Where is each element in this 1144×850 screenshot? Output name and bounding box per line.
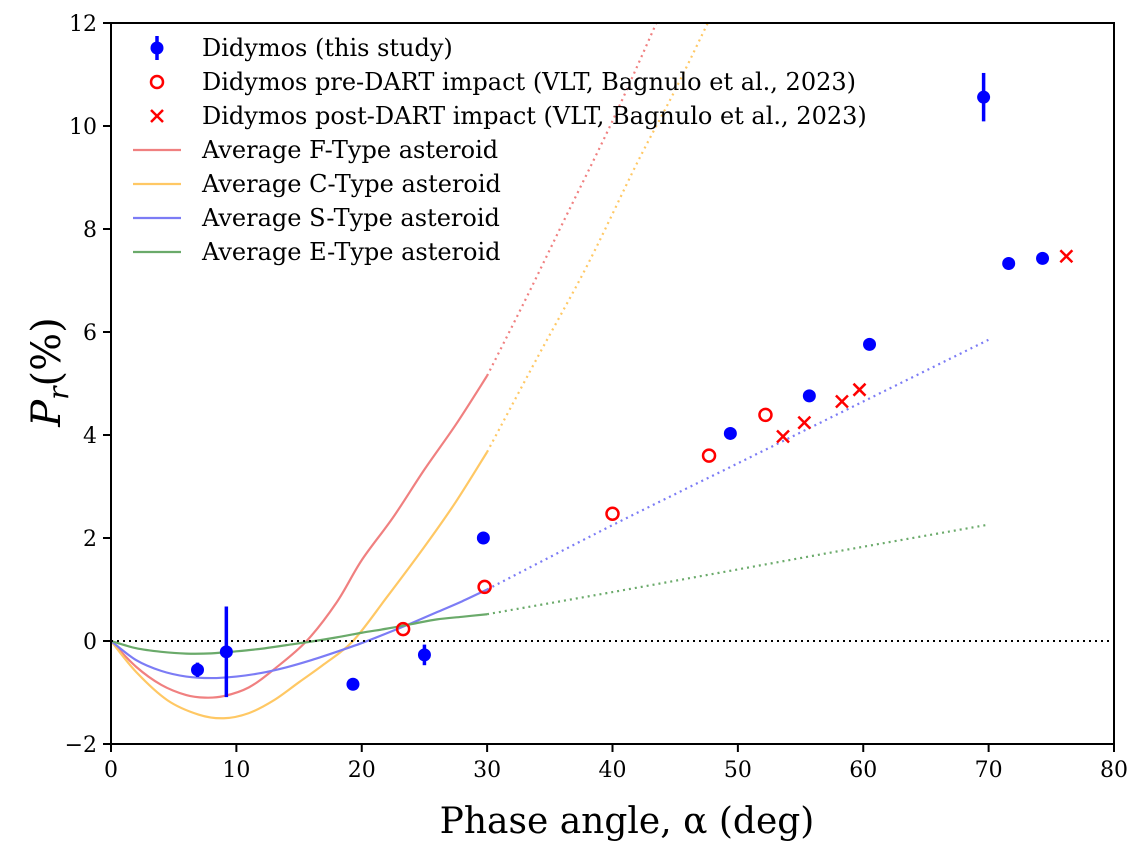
legend: Didymos (this study) Didymos pre-DART imp… bbox=[133, 34, 867, 266]
didymos-this-study-point bbox=[802, 389, 816, 403]
didymos-this-study-point bbox=[977, 90, 991, 104]
model-curves bbox=[111, 23, 990, 720]
x-tick-label: 30 bbox=[473, 758, 501, 783]
didymos-this-study-point bbox=[1002, 257, 1016, 271]
didymos-this-study-point bbox=[417, 648, 431, 662]
legend-marker-swatch bbox=[149, 74, 165, 90]
y-axis-label-unit: (%) bbox=[24, 317, 70, 386]
e-type-curve-solid bbox=[111, 613, 488, 655]
x-tick-label: 0 bbox=[104, 758, 118, 783]
y-tick-label: 10 bbox=[69, 115, 97, 140]
legend-marker-swatch bbox=[150, 109, 164, 123]
pre-dart-point bbox=[605, 506, 620, 522]
legend-item: Didymos post-DART impact (VLT, Bagnulo e… bbox=[150, 102, 867, 130]
post-dart-point bbox=[797, 415, 812, 430]
x-axis-ticks: 0 10 20 30 40 50 60 70 80 bbox=[104, 744, 1128, 783]
didymos-this-study-point bbox=[723, 426, 737, 440]
s-type-curve-dotted bbox=[486, 338, 990, 591]
pre-dart-point bbox=[395, 621, 411, 637]
y-tick-label: 0 bbox=[83, 630, 97, 655]
legend-label: Didymos pre-DART impact (VLT, Bagnulo et… bbox=[202, 68, 856, 96]
y-axis-label: Pr(%) bbox=[24, 317, 75, 428]
svg-text:Pr(%): Pr(%) bbox=[24, 317, 75, 428]
legend-item: Average S-Type asteroid bbox=[133, 204, 500, 232]
y-tick-label: 6 bbox=[83, 321, 97, 346]
legend-item: Average F-Type asteroid bbox=[133, 136, 498, 164]
post-dart-point bbox=[1059, 249, 1074, 264]
y-axis-ticks: −2 0 2 4 6 8 10 12 bbox=[65, 12, 111, 758]
legend-label: Average E-Type asteroid bbox=[201, 238, 501, 266]
legend-label: Average F-Type asteroid bbox=[201, 136, 498, 164]
y-tick-label: 12 bbox=[69, 12, 97, 37]
x-tick-label: 50 bbox=[724, 758, 752, 783]
didymos-this-study-point bbox=[219, 645, 233, 659]
c-type-curve-dotted bbox=[486, 23, 709, 453]
x-tick-label: 40 bbox=[599, 758, 627, 783]
y-tick-label: 4 bbox=[83, 424, 97, 449]
didymos-this-study-point bbox=[346, 677, 360, 691]
legend-label: Didymos post-DART impact (VLT, Bagnulo e… bbox=[202, 102, 867, 130]
s-type-curve-solid bbox=[111, 588, 488, 680]
y-axis-label-main: P bbox=[24, 399, 70, 428]
didymos-this-study-point bbox=[863, 337, 877, 351]
x-tick-label: 80 bbox=[1100, 758, 1128, 783]
data-points bbox=[191, 72, 1074, 698]
x-tick-label: 70 bbox=[975, 758, 1003, 783]
pre-dart-point bbox=[758, 407, 773, 423]
y-tick-label: 2 bbox=[83, 527, 97, 552]
post-dart-point bbox=[776, 429, 790, 444]
y-tick-label: 8 bbox=[83, 218, 97, 243]
y-tick-label: −2 bbox=[65, 733, 97, 758]
didymos-this-study-point bbox=[191, 663, 205, 677]
y-axis-label-sub: r bbox=[42, 385, 75, 400]
x-tick-label: 60 bbox=[849, 758, 877, 783]
x-axis-label: Phase angle, α (deg) bbox=[440, 801, 815, 842]
legend-label: Didymos (this study) bbox=[202, 34, 453, 62]
x-tick-label: 20 bbox=[348, 758, 376, 783]
legend-item: Average E-Type asteroid bbox=[133, 238, 501, 266]
pre-dart-point bbox=[477, 579, 492, 595]
didymos-this-study-point bbox=[1036, 251, 1050, 265]
post-dart-point bbox=[835, 394, 849, 409]
f-type-curve-dotted bbox=[486, 23, 658, 377]
legend-item: Average C-Type asteroid bbox=[133, 170, 501, 198]
didymos-this-study-point bbox=[476, 531, 490, 545]
x-tick-label: 10 bbox=[222, 758, 250, 783]
post-dart-point bbox=[852, 382, 867, 397]
e-type-curve-dotted bbox=[486, 523, 989, 616]
legend-label: Average S-Type asteroid bbox=[201, 204, 500, 232]
legend-item: Didymos pre-DART impact (VLT, Bagnulo et… bbox=[149, 68, 856, 96]
legend-label: Average C-Type asteroid bbox=[201, 170, 501, 198]
axes-frame bbox=[110, 22, 1115, 745]
pre-dart-point bbox=[701, 448, 717, 463]
legend-marker-swatch bbox=[150, 41, 164, 55]
legend-item: Didymos (this study) bbox=[150, 34, 453, 62]
c-type-curve-solid bbox=[111, 451, 489, 720]
